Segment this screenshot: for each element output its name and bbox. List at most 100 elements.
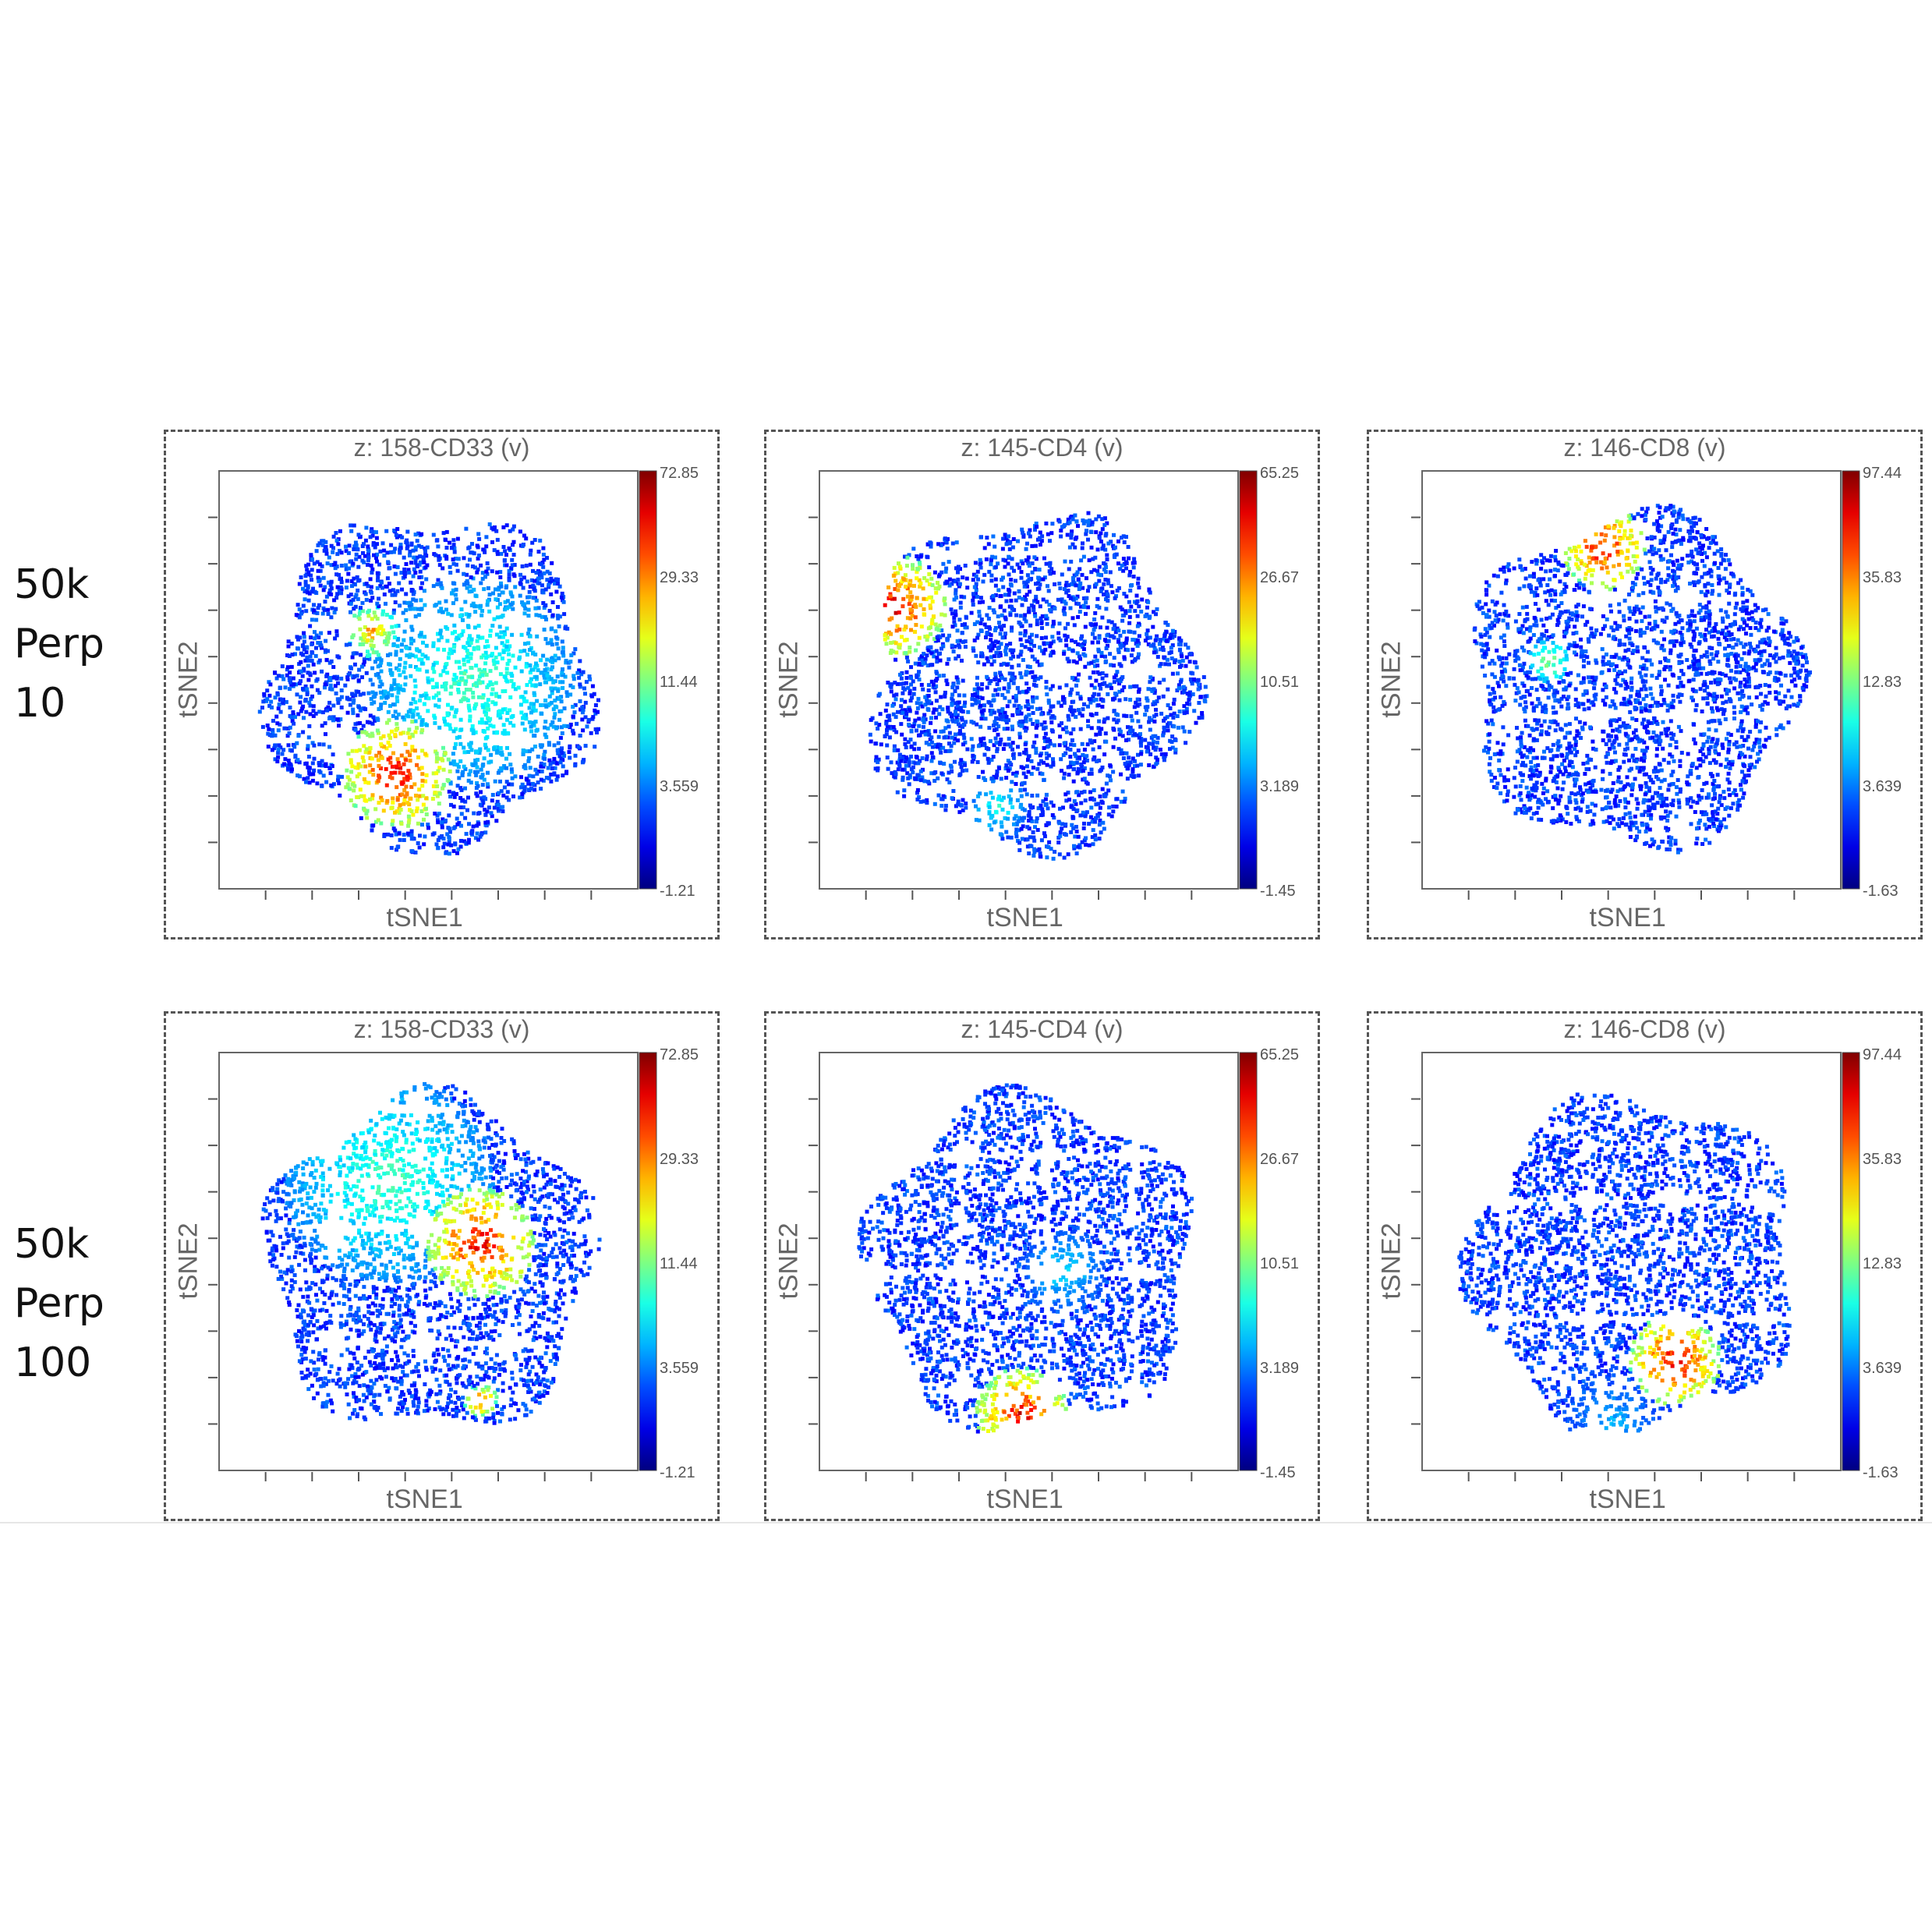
tsne-point [958,567,962,571]
tsne-point [1027,610,1031,614]
tsne-point [497,635,502,639]
tsne-point [327,676,332,680]
tsne-point [1007,572,1011,577]
tsne-point [1118,679,1123,684]
tsne-point [468,584,472,589]
tsne-point [392,635,397,639]
colorbar-tick-label: -1.21 [660,883,695,900]
tsne-point [301,603,306,608]
tsne-point [923,702,928,707]
tsne-point [1035,793,1040,798]
tsne-point [454,675,458,680]
tsne-point [406,769,411,773]
tsne-point [1121,756,1126,760]
tsne-point [889,760,893,765]
tsne-point [326,607,330,612]
tsne-point [265,697,270,702]
tsne-point [317,761,321,766]
tsne-point [480,798,485,802]
tsne-point [438,628,443,633]
tsne-point [1080,764,1085,769]
tsne-point [564,690,569,695]
tsne-point [286,743,291,748]
tsne-point [1001,795,1006,800]
tsne-point [405,777,410,782]
tsne-point [1097,837,1102,841]
tsne-point [466,703,471,708]
tsne-point [329,579,334,584]
tsne-point [522,784,527,789]
tsne-point [1073,513,1077,518]
tsne-point [1106,788,1111,793]
tsne-point [338,529,342,533]
tsne-point [1083,814,1088,819]
tsne-point [485,561,490,565]
tsne-point [1191,692,1195,696]
tsne-point [1003,816,1007,820]
tsne-point [327,700,332,705]
tsne-point [1019,675,1024,680]
tsne-point [413,748,417,753]
tsne-point [1045,755,1049,760]
tsne-point [1073,639,1077,644]
tsne-point [370,567,375,571]
tsne-point [1099,727,1104,731]
tsne-point [1124,713,1129,718]
tsne-point [550,613,555,617]
tsne-point [987,805,992,809]
tsne-point [529,710,533,715]
tsne-point [315,688,320,692]
tsne-point [522,575,526,580]
tsne-point [356,689,361,694]
tsne-point [286,644,291,649]
tsne-point [1039,759,1043,763]
tsne-point [384,613,389,617]
tsne-point [1132,561,1137,565]
tsne-point [1173,748,1178,752]
tsne-point [399,649,404,653]
tsne-point [434,685,439,689]
tsne-point [417,613,422,617]
tsne-point [382,834,387,838]
tsne-point [1093,610,1098,615]
tsne-point [553,699,557,702]
tsne-point [1066,791,1070,795]
tsne-point [375,586,380,590]
tsne-point [398,603,402,608]
tsne-point [926,693,931,698]
tsne-point [511,794,515,798]
tsne-point [413,665,418,669]
tsne-point [326,649,330,653]
tsne-point [382,694,386,699]
tsne-point [371,715,376,720]
tsne-point [482,756,487,761]
tsne-point [334,596,339,600]
tsne-point [408,550,412,554]
tsne-point [423,654,428,659]
tsne-point [915,554,919,558]
tsne-point [281,700,285,705]
tsne-point [889,641,893,645]
tsne-point [339,695,344,699]
tsne-point [949,607,954,612]
tsne-point [1003,652,1008,656]
tsne-point [307,780,312,785]
tsne-point [317,742,322,747]
tsne-point [390,729,394,734]
tsne-point [452,714,457,719]
tsne-point [1071,597,1076,601]
tsne-point [978,557,982,562]
tsne-point [565,626,570,631]
point-cloud [868,511,1209,861]
tsne-point [458,796,463,800]
tsne-point [1095,814,1100,819]
tsne-point [357,617,362,621]
tsne-point [1084,600,1088,605]
tsne-point [424,812,429,816]
tsne-point [1169,656,1174,660]
tsne-point [531,721,536,726]
tsne-point [483,812,488,817]
tsne-point [893,681,897,685]
tsne-point [419,545,424,550]
tsne-point [549,638,554,642]
